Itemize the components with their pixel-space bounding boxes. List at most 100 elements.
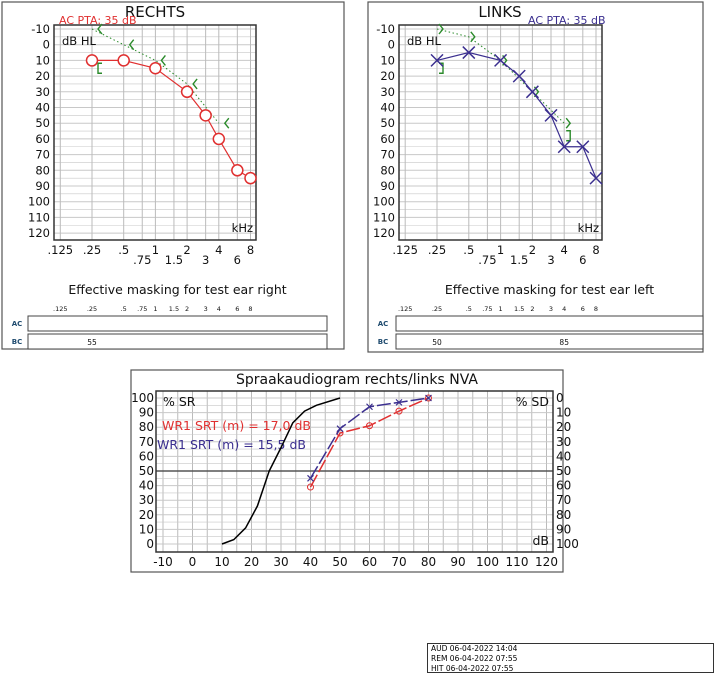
y-right-axis-label: % SD	[516, 394, 549, 409]
plot-frame	[155, 390, 554, 553]
speech-marker-x	[395, 398, 403, 406]
x-tick-label: 2	[183, 243, 190, 257]
y-tick-label: 80	[139, 420, 154, 434]
y-tick-label: 60	[139, 449, 154, 463]
srt-annotation: WR1 SRT (m) = 15,5 dB	[157, 437, 306, 452]
masking-row-label-ac: AC	[12, 320, 23, 328]
x-axis-label: kHz	[232, 221, 253, 235]
x-tick-label: 20	[244, 555, 259, 569]
y-tick-label: 30	[35, 85, 50, 99]
masking-freq-label: 3	[204, 305, 208, 313]
y-tick-label: 90	[139, 406, 154, 420]
audiogram-title: LINKS	[478, 3, 521, 21]
speech-marker-circle	[366, 422, 373, 430]
masking-freq-label: .75	[137, 305, 147, 313]
masking-freq-label: 3	[549, 305, 553, 313]
audiogram-title: RECHTS	[125, 3, 185, 21]
timestamp-rem: REM 06-04-2022 07:55	[431, 654, 518, 663]
masking-freq-label: 8	[248, 305, 252, 313]
masking-freq-label: 1	[499, 305, 503, 313]
y-tick-label: 60	[35, 132, 50, 146]
speech-panel	[130, 369, 564, 573]
x-tick-label: .125	[47, 243, 73, 257]
x-tick-label: 110	[506, 555, 529, 569]
x-tick-label: 90	[450, 555, 465, 569]
x-tick-label: 3	[547, 253, 554, 267]
x-tick-label: 8	[592, 243, 599, 257]
y-tick-label: 10	[35, 53, 50, 67]
y-right-tick-label: 90	[556, 522, 571, 536]
x-tick-label: 1	[497, 243, 504, 257]
masking-freq-label: .25	[87, 305, 97, 313]
x-tick-label: 8	[247, 243, 254, 257]
ac-marker-x	[557, 140, 571, 154]
masking-row-bc	[27, 333, 328, 350]
bc-marker	[160, 54, 166, 66]
bc-marker	[566, 130, 571, 142]
y-tick-label: 20	[380, 69, 395, 83]
bc-marker	[97, 62, 102, 74]
masking-freq-label: 2	[185, 305, 189, 313]
bc-marker	[470, 31, 476, 43]
y-axis-label: dB HL	[62, 34, 96, 48]
masking-freq-label: 1.5	[169, 305, 179, 313]
x-tick-label: .5	[118, 243, 129, 257]
speech-marker-x	[425, 394, 432, 402]
masking-freq-label: .25	[432, 305, 442, 313]
x-tick-label: 4	[561, 243, 568, 257]
y-tick-label: 100	[28, 195, 50, 209]
y-tick-label: 50	[380, 116, 395, 130]
y-tick-label: 40	[35, 101, 50, 115]
audiogram-panel	[367, 1, 704, 353]
y-tick-label: 0	[388, 38, 395, 52]
speech-marker-circle	[425, 394, 432, 402]
y-tick-label: 70	[35, 148, 50, 162]
masking-value: 50	[432, 338, 442, 347]
ac-marker-x	[589, 171, 603, 185]
y-tick-label: 40	[139, 479, 154, 493]
masking-title: Effective masking for test ear left	[445, 282, 654, 297]
x-tick-label: 2	[529, 243, 536, 257]
timestamp-aud: AUD 06-04-2022 14:04	[431, 644, 518, 653]
x-tick-label: 30	[273, 555, 288, 569]
ac-marker-circle	[199, 109, 212, 122]
ac-marker-circle	[117, 54, 130, 67]
y-tick-label: -10	[31, 22, 50, 36]
y-tick-label: 80	[380, 163, 395, 177]
x-axis-label: dB	[532, 533, 549, 548]
ac-marker-x	[525, 85, 539, 99]
x-tick-label: .25	[83, 243, 101, 257]
speech-title: Spraakaudiogram rechts/links NVA	[236, 372, 478, 388]
x-tick-label: .75	[133, 253, 151, 267]
x-axis-label: kHz	[578, 221, 599, 235]
masking-row-label-bc: BC	[12, 338, 22, 346]
y-tick-label: 70	[139, 435, 154, 449]
bc-marker	[223, 117, 230, 129]
masking-row-bc	[395, 333, 704, 350]
speech-marker-x	[336, 425, 344, 433]
masking-freq-label: 4	[217, 305, 221, 313]
x-tick-label: 50	[332, 555, 347, 569]
y-tick-label: 110	[373, 210, 395, 224]
y-tick-label: 110	[28, 210, 50, 224]
masking-row-label-bc: BC	[378, 338, 388, 346]
y-tick-label: -10	[376, 22, 395, 36]
speech-series-line	[309, 397, 429, 488]
speech-series-line	[221, 397, 341, 545]
ac-marker-circle	[85, 54, 99, 67]
masking-title: Effective masking for test ear right	[68, 282, 286, 297]
ac-line	[92, 59, 251, 179]
bc-marker	[438, 23, 444, 35]
ac-marker-x	[544, 108, 558, 122]
y-tick-label: 90	[380, 179, 395, 193]
bc-marker	[128, 39, 135, 51]
bc-marker	[565, 117, 572, 129]
y-right-tick-label: 80	[556, 508, 571, 522]
y-tick-label: 10	[139, 522, 154, 536]
y-axis-label: % SR	[163, 394, 196, 409]
x-tick-label: .125	[392, 243, 418, 257]
y-tick-label: 120	[373, 226, 395, 240]
masking-row-label-ac: AC	[378, 320, 389, 328]
y-axis-label: dB HL	[407, 34, 441, 48]
